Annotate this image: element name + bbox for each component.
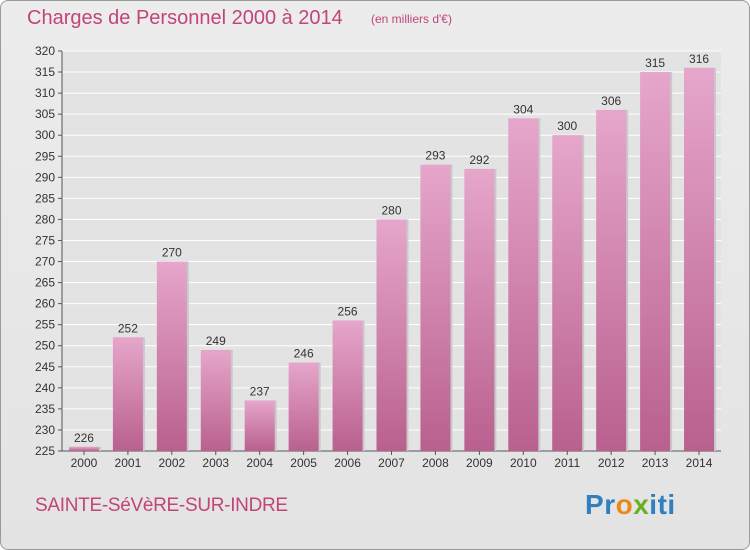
y-tick-label: 240 (35, 381, 55, 395)
bar-value-label: 246 (294, 347, 314, 361)
y-tick-label: 230 (35, 423, 55, 437)
bar (420, 164, 451, 451)
y-tick-label: 280 (35, 212, 55, 226)
x-tick-label: 2005 (290, 456, 317, 470)
x-tick-label: 2013 (642, 456, 669, 470)
bar (112, 337, 143, 451)
bar-value-label: 316 (689, 52, 709, 66)
y-tick-label: 235 (35, 402, 55, 416)
place-name: SAINTE-SéVèRE-SUR-INDRE (35, 495, 288, 516)
bar-value-label: 249 (206, 334, 226, 348)
y-tick-label: 225 (35, 444, 55, 458)
bar-value-label: 237 (250, 384, 270, 398)
bar-value-label: 293 (425, 149, 445, 163)
y-tick-label: 285 (35, 191, 55, 205)
y-tick-label: 255 (35, 318, 55, 332)
bar-value-label: 226 (74, 431, 94, 445)
bar (596, 109, 627, 452)
y-tick-label: 295 (35, 149, 55, 163)
y-tick-label: 245 (35, 360, 55, 374)
x-tick-label: 2008 (422, 456, 449, 470)
x-tick-label: 2004 (246, 456, 273, 470)
bar (156, 261, 187, 451)
x-tick-label: 2009 (466, 456, 493, 470)
bar-value-label: 256 (338, 304, 358, 318)
bar (68, 446, 99, 451)
y-tick-label: 315 (35, 65, 55, 79)
x-tick-label: 2006 (334, 456, 361, 470)
bar-value-label: 306 (601, 94, 621, 108)
logo-letter: r (604, 489, 616, 520)
y-tick-label: 320 (35, 44, 55, 58)
y-tick-label: 250 (35, 339, 55, 353)
bar (552, 135, 583, 452)
bar (684, 67, 715, 451)
logo-letter: i (667, 489, 676, 520)
x-tick-label: 2012 (598, 456, 625, 470)
bar (288, 362, 319, 451)
bar-value-label: 300 (557, 119, 577, 133)
bar (332, 320, 363, 451)
y-tick-label: 265 (35, 276, 55, 290)
x-tick-label: 2003 (202, 456, 229, 470)
logo-letter: o (615, 489, 634, 520)
y-tick-label: 260 (35, 297, 55, 311)
x-tick-label: 2007 (378, 456, 405, 470)
x-tick-label: 2000 (71, 456, 98, 470)
x-tick-label: 2014 (686, 456, 713, 470)
y-tick-label: 300 (35, 128, 55, 142)
y-tick-label: 290 (35, 170, 55, 184)
chart-subtitle: (en milliers d'€) (371, 12, 452, 26)
logo-letter: i (649, 489, 658, 520)
bar-value-label: 315 (645, 56, 665, 70)
bar-value-label: 280 (381, 203, 401, 217)
bar-value-label: 304 (513, 102, 533, 116)
bar-value-label: 292 (469, 153, 489, 167)
x-tick-label: 2001 (115, 456, 142, 470)
bar (376, 219, 407, 451)
x-tick-label: 2010 (510, 456, 537, 470)
logo-letter: P (585, 489, 605, 520)
bar (244, 400, 275, 451)
y-tick-label: 310 (35, 86, 55, 100)
bar-value-label: 252 (118, 321, 138, 335)
bar (640, 72, 671, 451)
bar (200, 349, 231, 451)
y-tick-label: 270 (35, 255, 55, 269)
proxiti-logo: Proxiti (585, 489, 676, 521)
logo-letter: x (633, 489, 650, 520)
chart-title: Charges de Personnel 2000 à 2014 (27, 7, 343, 29)
x-tick-label: 2011 (554, 456, 580, 470)
logo-letter: t (657, 489, 668, 520)
bar-value-label: 270 (162, 246, 182, 260)
x-tick-label: 2002 (158, 456, 185, 470)
bar (464, 168, 495, 452)
bar (508, 118, 539, 452)
y-tick-label: 305 (35, 107, 55, 121)
y-tick-label: 275 (35, 233, 55, 247)
